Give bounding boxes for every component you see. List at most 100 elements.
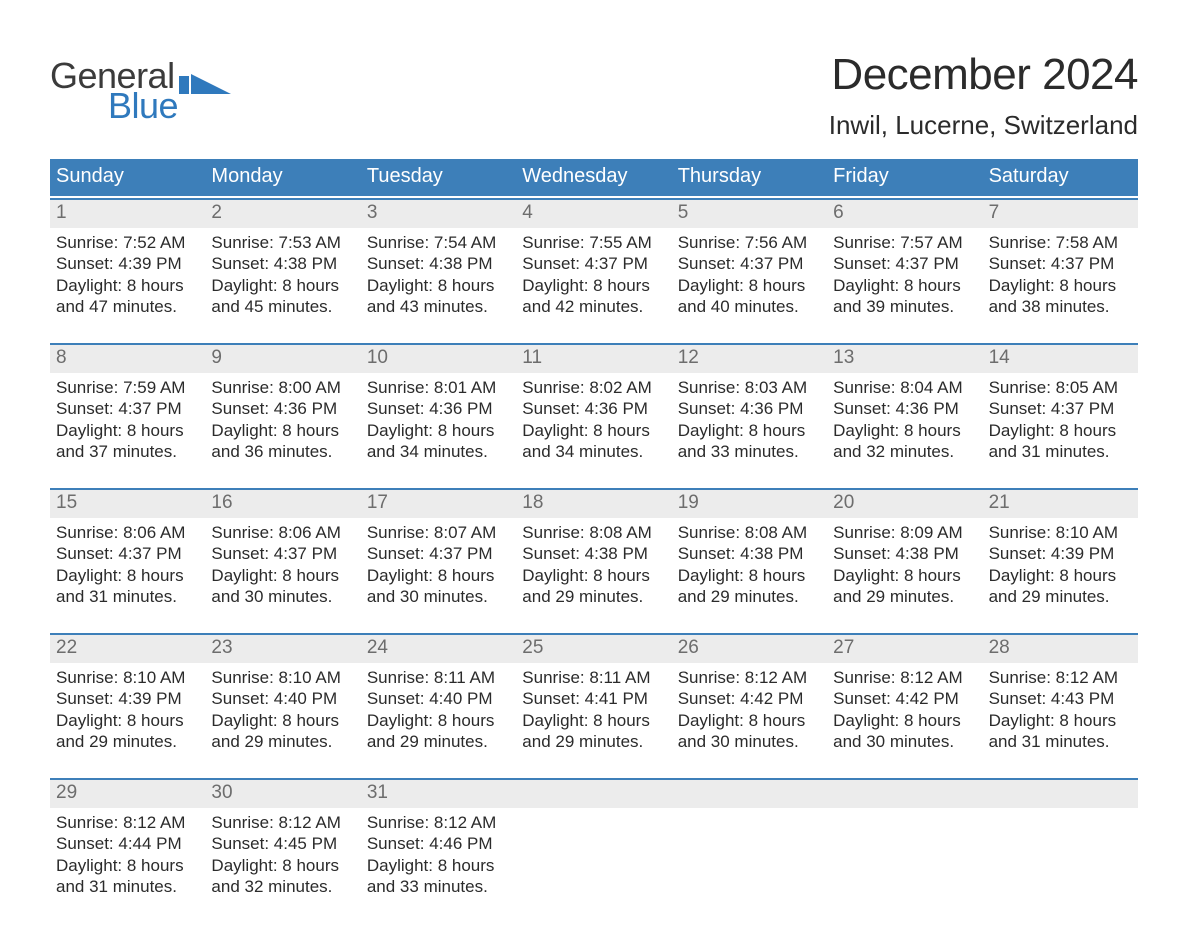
- sunrise-line: Sunrise: 8:09 AM: [833, 522, 976, 543]
- day-details: Sunrise: 8:12 AMSunset: 4:42 PMDaylight:…: [672, 663, 827, 752]
- daylight-line-1: Daylight: 8 hours: [522, 565, 665, 586]
- sunrise-line: Sunrise: 8:05 AM: [989, 377, 1132, 398]
- daylight-line-1: Daylight: 8 hours: [522, 275, 665, 296]
- day-of-week-header: Sunday: [50, 159, 205, 196]
- sunset-line: Sunset: 4:36 PM: [211, 398, 354, 419]
- daylight-line-2: and 34 minutes.: [522, 441, 665, 462]
- day-number: 13: [827, 345, 982, 373]
- sunrise-line: Sunrise: 8:12 AM: [56, 812, 199, 833]
- title-block: December 2024 Inwil, Lucerne, Switzerlan…: [829, 50, 1138, 141]
- daylight-line-1: Daylight: 8 hours: [211, 275, 354, 296]
- daylight-line-2: and 29 minutes.: [522, 731, 665, 752]
- day-number: 22: [50, 635, 205, 663]
- day-details: Sunrise: 8:11 AMSunset: 4:40 PMDaylight:…: [361, 663, 516, 752]
- calendar-day: 2Sunrise: 7:53 AMSunset: 4:38 PMDaylight…: [205, 200, 360, 341]
- day-of-week-header: Friday: [827, 159, 982, 196]
- daylight-line-2: and 42 minutes.: [522, 296, 665, 317]
- daylight-line-1: Daylight: 8 hours: [989, 420, 1132, 441]
- sunset-line: Sunset: 4:39 PM: [989, 543, 1132, 564]
- sunset-line: Sunset: 4:38 PM: [833, 543, 976, 564]
- day-number: 21: [983, 490, 1138, 518]
- day-details: Sunrise: 8:06 AMSunset: 4:37 PMDaylight:…: [50, 518, 205, 607]
- day-of-week-header: Saturday: [983, 159, 1138, 196]
- daylight-line-2: and 31 minutes.: [56, 586, 199, 607]
- calendar-day: 6Sunrise: 7:57 AMSunset: 4:37 PMDaylight…: [827, 200, 982, 341]
- daylight-line-2: and 39 minutes.: [833, 296, 976, 317]
- day-details: Sunrise: 8:02 AMSunset: 4:36 PMDaylight:…: [516, 373, 671, 462]
- day-number: 15: [50, 490, 205, 518]
- calendar-week: 8Sunrise: 7:59 AMSunset: 4:37 PMDaylight…: [50, 343, 1138, 486]
- sunset-line: Sunset: 4:39 PM: [56, 688, 199, 709]
- daylight-line-2: and 34 minutes.: [367, 441, 510, 462]
- daylight-line-2: and 30 minutes.: [833, 731, 976, 752]
- sunrise-line: Sunrise: 7:59 AM: [56, 377, 199, 398]
- calendar-day: 9Sunrise: 8:00 AMSunset: 4:36 PMDaylight…: [205, 345, 360, 486]
- calendar-day: 11Sunrise: 8:02 AMSunset: 4:36 PMDayligh…: [516, 345, 671, 486]
- day-details: Sunrise: 7:57 AMSunset: 4:37 PMDaylight:…: [827, 228, 982, 317]
- sunset-line: Sunset: 4:38 PM: [211, 253, 354, 274]
- daylight-line-1: Daylight: 8 hours: [522, 420, 665, 441]
- sunset-line: Sunset: 4:37 PM: [678, 253, 821, 274]
- day-details: Sunrise: 7:56 AMSunset: 4:37 PMDaylight:…: [672, 228, 827, 317]
- sunrise-line: Sunrise: 8:10 AM: [56, 667, 199, 688]
- day-details: Sunrise: 8:03 AMSunset: 4:36 PMDaylight:…: [672, 373, 827, 462]
- calendar-day: 8Sunrise: 7:59 AMSunset: 4:37 PMDaylight…: [50, 345, 205, 486]
- calendar-day: 21Sunrise: 8:10 AMSunset: 4:39 PMDayligh…: [983, 490, 1138, 631]
- day-details: Sunrise: 7:52 AMSunset: 4:39 PMDaylight:…: [50, 228, 205, 317]
- month-title: December 2024: [829, 50, 1138, 100]
- day-number: [983, 780, 1138, 808]
- day-number: 11: [516, 345, 671, 373]
- daylight-line-1: Daylight: 8 hours: [367, 275, 510, 296]
- daylight-line-2: and 33 minutes.: [367, 876, 510, 897]
- daylight-line-1: Daylight: 8 hours: [56, 855, 199, 876]
- calendar-day: 12Sunrise: 8:03 AMSunset: 4:36 PMDayligh…: [672, 345, 827, 486]
- day-details: Sunrise: 8:12 AMSunset: 4:44 PMDaylight:…: [50, 808, 205, 897]
- daylight-line-2: and 47 minutes.: [56, 296, 199, 317]
- daylight-line-1: Daylight: 8 hours: [678, 710, 821, 731]
- daylight-line-1: Daylight: 8 hours: [367, 855, 510, 876]
- sunset-line: Sunset: 4:36 PM: [833, 398, 976, 419]
- sunset-line: Sunset: 4:38 PM: [678, 543, 821, 564]
- calendar-day: 5Sunrise: 7:56 AMSunset: 4:37 PMDaylight…: [672, 200, 827, 341]
- day-details: Sunrise: 8:12 AMSunset: 4:43 PMDaylight:…: [983, 663, 1138, 752]
- daylight-line-1: Daylight: 8 hours: [522, 710, 665, 731]
- calendar-day: 30Sunrise: 8:12 AMSunset: 4:45 PMDayligh…: [205, 780, 360, 921]
- calendar-day: 15Sunrise: 8:06 AMSunset: 4:37 PMDayligh…: [50, 490, 205, 631]
- daylight-line-1: Daylight: 8 hours: [367, 710, 510, 731]
- calendar-day-empty: [827, 780, 982, 921]
- day-number: 24: [361, 635, 516, 663]
- sunrise-line: Sunrise: 7:56 AM: [678, 232, 821, 253]
- sunset-line: Sunset: 4:42 PM: [833, 688, 976, 709]
- day-number: 27: [827, 635, 982, 663]
- day-details: Sunrise: 8:10 AMSunset: 4:39 PMDaylight:…: [50, 663, 205, 752]
- sunrise-line: Sunrise: 8:08 AM: [678, 522, 821, 543]
- calendar-day: 4Sunrise: 7:55 AMSunset: 4:37 PMDaylight…: [516, 200, 671, 341]
- daylight-line-1: Daylight: 8 hours: [678, 420, 821, 441]
- day-number: [827, 780, 982, 808]
- daylight-line-2: and 40 minutes.: [678, 296, 821, 317]
- day-details: Sunrise: 8:01 AMSunset: 4:36 PMDaylight:…: [361, 373, 516, 462]
- day-details: Sunrise: 8:09 AMSunset: 4:38 PMDaylight:…: [827, 518, 982, 607]
- daylight-line-2: and 30 minutes.: [211, 586, 354, 607]
- day-number: 7: [983, 200, 1138, 228]
- sunset-line: Sunset: 4:36 PM: [678, 398, 821, 419]
- sunset-line: Sunset: 4:42 PM: [678, 688, 821, 709]
- daylight-line-1: Daylight: 8 hours: [56, 420, 199, 441]
- calendar-day: 25Sunrise: 8:11 AMSunset: 4:41 PMDayligh…: [516, 635, 671, 776]
- sunset-line: Sunset: 4:38 PM: [522, 543, 665, 564]
- day-number: 31: [361, 780, 516, 808]
- sunset-line: Sunset: 4:36 PM: [522, 398, 665, 419]
- daylight-line-2: and 32 minutes.: [211, 876, 354, 897]
- day-number: 14: [983, 345, 1138, 373]
- sunrise-line: Sunrise: 8:06 AM: [56, 522, 199, 543]
- calendar-day: 19Sunrise: 8:08 AMSunset: 4:38 PMDayligh…: [672, 490, 827, 631]
- day-number: 9: [205, 345, 360, 373]
- daylight-line-2: and 29 minutes.: [522, 586, 665, 607]
- location-subtitle: Inwil, Lucerne, Switzerland: [829, 110, 1138, 141]
- daylight-line-1: Daylight: 8 hours: [211, 710, 354, 731]
- day-details: Sunrise: 8:06 AMSunset: 4:37 PMDaylight:…: [205, 518, 360, 607]
- sunset-line: Sunset: 4:37 PM: [989, 253, 1132, 274]
- daylight-line-1: Daylight: 8 hours: [678, 565, 821, 586]
- calendar-day: 7Sunrise: 7:58 AMSunset: 4:37 PMDaylight…: [983, 200, 1138, 341]
- daylight-line-2: and 30 minutes.: [367, 586, 510, 607]
